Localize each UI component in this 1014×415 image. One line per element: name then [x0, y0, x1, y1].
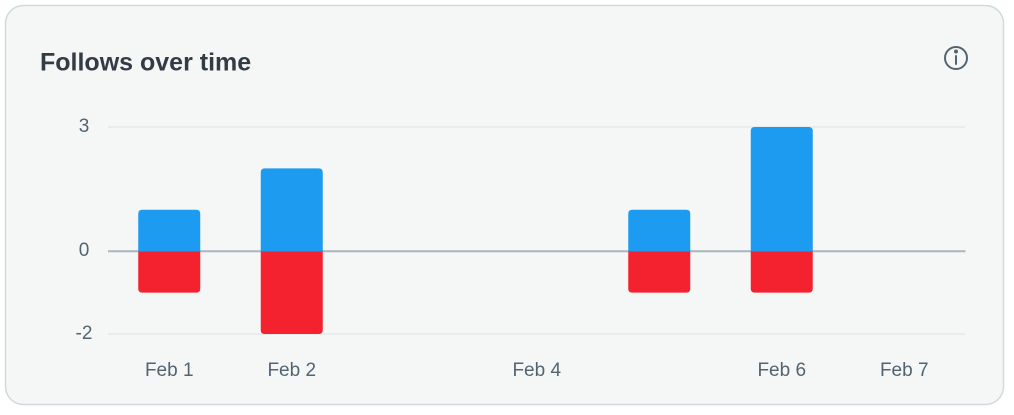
y-tick-label: -2: [76, 323, 93, 344]
bar: [138, 209, 201, 252]
card-background: [4, 4, 1005, 406]
chart-title: Follows over time: [40, 49, 251, 77]
bar: [750, 251, 813, 293]
x-tick-label: Feb 6: [757, 360, 806, 381]
bar: [260, 168, 323, 252]
y-tick-label: 0: [79, 240, 90, 261]
x-tick-label: Feb 4: [512, 360, 561, 381]
bar: [750, 127, 813, 252]
y-tick-label: 3: [79, 116, 90, 137]
bar: [628, 251, 691, 293]
bar: [138, 251, 201, 293]
x-tick-label: Feb 2: [267, 360, 316, 381]
bar: [260, 251, 323, 334]
x-tick-label: Feb 7: [880, 360, 929, 381]
info-icon[interactable]: [944, 46, 968, 70]
bar: [628, 209, 691, 252]
x-tick-label: Feb 1: [145, 360, 194, 381]
